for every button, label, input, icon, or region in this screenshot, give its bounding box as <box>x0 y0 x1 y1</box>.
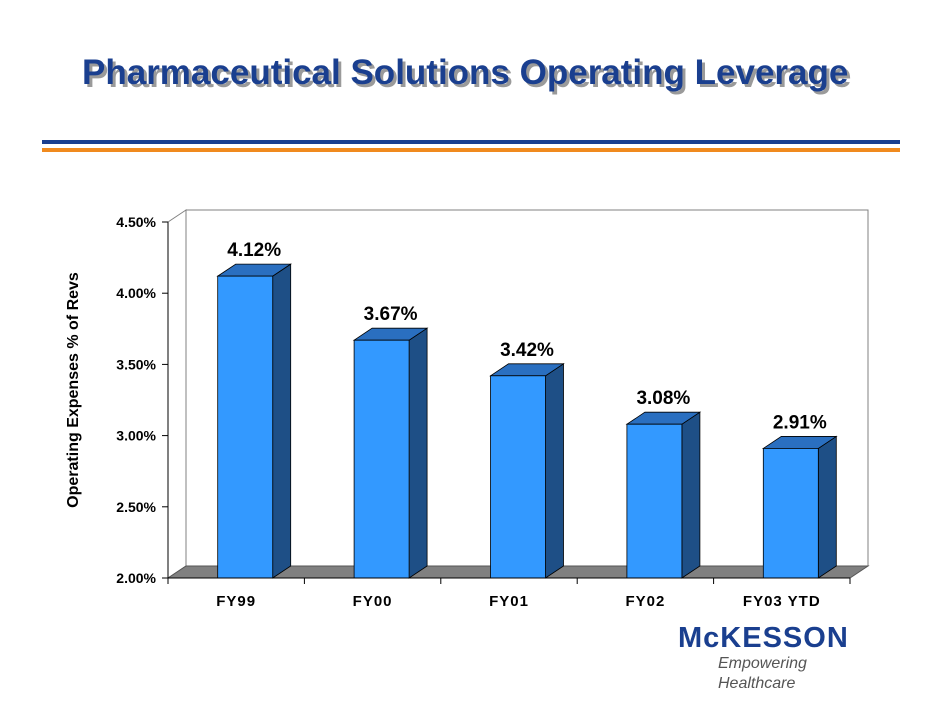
bar <box>352 327 429 579</box>
y-axis: 2.00% 2.50% 3.00% 3.50% 4.00% 4.50% <box>116 214 169 586</box>
bar-value-label: 3.67% <box>364 304 418 325</box>
x-tick-label: FY02 <box>625 593 665 610</box>
chart-side-wall <box>167 209 187 579</box>
y-tick-label: 2.00% <box>116 570 156 586</box>
bar-value-label: 2.91% <box>773 412 827 433</box>
x-tick-label: FY99 <box>216 593 256 610</box>
y-tick-label: 4.50% <box>116 214 156 230</box>
bar-side <box>272 263 292 579</box>
bar <box>489 363 565 579</box>
bar-side <box>408 327 428 579</box>
bar-side <box>817 435 837 579</box>
y-tick-label: 2.50% <box>116 499 156 515</box>
y-tick-label: 3.50% <box>116 356 156 372</box>
title-divider-blue <box>42 140 900 144</box>
bar-value-label: 4.12% <box>227 240 281 261</box>
y-axis-label: Operating Expenses % of Revs <box>65 272 82 508</box>
x-tick-label: FY01 <box>489 593 529 610</box>
logo-wordmark: McKESSON <box>678 622 849 654</box>
bar <box>216 263 293 579</box>
bar-front <box>626 423 683 579</box>
title-divider-orange <box>42 148 900 152</box>
x-tick-label: FY03 YTD <box>743 593 821 610</box>
x-axis: FY99 FY00 FY01 FY02 FY03 YTD <box>167 577 851 610</box>
bar-value-label: 3.08% <box>636 388 690 409</box>
bar-front <box>353 339 410 579</box>
bars: 4.12% 3.67% 3.42% 3.08% 2.91% <box>216 240 838 579</box>
y-tick-label: 4.00% <box>116 285 156 301</box>
bar-front <box>217 275 274 579</box>
bar-front <box>762 448 819 579</box>
bar-side <box>681 411 701 579</box>
y-tick-label: 3.00% <box>116 428 156 444</box>
mckesson-logo: McKESSON Empowering Healthcare <box>678 622 878 694</box>
slide-title: Pharmaceutical Solutions Operating Lever… <box>82 53 849 92</box>
logo-tagline: Empowering Healthcare <box>718 655 807 692</box>
x-tick-label: FY00 <box>353 593 393 610</box>
bar-side <box>545 363 564 579</box>
bar <box>625 411 702 579</box>
bar-value-label: 3.42% <box>500 340 554 361</box>
bar <box>761 435 838 579</box>
bar-front <box>490 375 546 579</box>
